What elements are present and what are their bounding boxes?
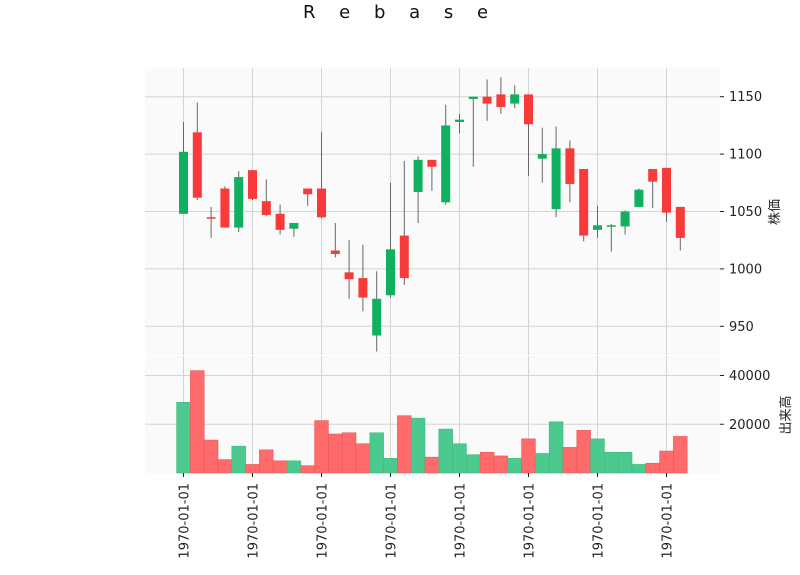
volume-bar xyxy=(604,451,619,474)
volume-bar xyxy=(341,432,357,474)
date-tick-label: 1970-01-01 xyxy=(178,483,193,559)
candle-body xyxy=(675,206,685,238)
date-tick-label: 1970-01-01 xyxy=(592,483,607,559)
volume-bar xyxy=(314,420,329,474)
volume-panel xyxy=(145,356,720,473)
candle-body xyxy=(303,188,313,195)
candle-body xyxy=(524,94,533,125)
candle-body xyxy=(372,298,382,336)
volume-bar xyxy=(659,450,674,474)
candle-body xyxy=(220,188,230,228)
candle-body xyxy=(413,159,423,192)
volume-bar xyxy=(410,417,426,474)
candle-body xyxy=(275,213,285,230)
candle-body xyxy=(399,235,409,279)
candle-body xyxy=(551,148,561,210)
price-tick-label: 950 xyxy=(729,320,754,335)
volume-bar xyxy=(397,415,412,474)
candle-body xyxy=(468,96,478,99)
volume-axis-ticks: 20000 40000 xyxy=(720,369,770,433)
volume-bar xyxy=(231,445,246,474)
volume-bar xyxy=(452,443,467,474)
candle-body xyxy=(192,132,202,198)
price-axis-label: 株価 xyxy=(768,199,783,225)
price-tick-label: 1150 xyxy=(729,90,762,105)
candle-body xyxy=(634,189,644,207)
volume-bar xyxy=(369,432,384,474)
date-tick-label: 1970-01-01 xyxy=(454,483,469,559)
candle-body xyxy=(317,188,326,218)
volume-tick-label: 40000 xyxy=(729,369,770,384)
volume-bar xyxy=(300,465,315,474)
candle-body xyxy=(248,170,257,199)
date-tick-label: 1970-01-01 xyxy=(523,483,538,559)
volume-bar xyxy=(507,458,522,474)
candle-body xyxy=(620,211,630,227)
candle-body xyxy=(510,94,520,104)
candle-body xyxy=(593,225,602,230)
date-tick-label: 1970-01-01 xyxy=(385,483,400,559)
candle-body xyxy=(427,159,437,167)
candle-body xyxy=(179,151,188,214)
volume-bar xyxy=(617,451,633,474)
volume-bar xyxy=(590,438,605,474)
volume-bar xyxy=(355,443,371,474)
candle-body xyxy=(482,96,492,104)
date-tick-label: 1970-01-01 xyxy=(316,483,331,559)
volume-tick-label: 20000 xyxy=(729,418,770,433)
volume-bar xyxy=(217,459,233,474)
candle-body xyxy=(441,125,451,203)
volume-bar xyxy=(631,464,647,474)
candle-body xyxy=(234,177,244,228)
volume-bar xyxy=(383,458,398,474)
candle-body xyxy=(386,249,395,296)
volume-axis-label: 出来高 xyxy=(778,395,794,434)
volume-bar xyxy=(286,460,302,474)
price-tick-label: 1000 xyxy=(729,262,762,277)
candle-body xyxy=(455,119,464,122)
volume-bar xyxy=(438,428,453,474)
volume-bar xyxy=(576,430,591,474)
volume-bar xyxy=(562,447,578,474)
price-axis-ticks: 950 1000 1050 1100 1150 xyxy=(720,90,762,335)
volume-bar xyxy=(521,438,536,474)
candle-body xyxy=(537,154,547,159)
volume-bars xyxy=(176,370,688,474)
volume-bar xyxy=(245,464,260,474)
volume-bar xyxy=(190,370,205,474)
candle-body xyxy=(289,222,299,229)
volume-bar xyxy=(272,460,288,474)
volume-bar xyxy=(259,449,274,474)
candle-body xyxy=(579,169,589,236)
candle-body xyxy=(648,169,658,182)
volume-bar xyxy=(203,439,219,474)
date-tick-label: 1970-01-01 xyxy=(661,483,676,559)
candle-body xyxy=(662,167,671,213)
date-tick-label: 1970-01-01 xyxy=(247,483,262,559)
candle-body xyxy=(358,278,368,298)
candlesticks xyxy=(179,77,685,352)
price-tick-label: 1050 xyxy=(729,205,762,220)
volume-bar xyxy=(673,436,688,474)
volume-bar xyxy=(424,456,440,474)
candle-body xyxy=(496,94,506,108)
date-axis-ticks: 1970-01-01 1970-01-01 1970-01-01 1970-01-01… xyxy=(178,473,676,559)
volume-bar xyxy=(548,421,564,474)
volume-bar xyxy=(466,454,481,474)
chart-title: R e b a s e xyxy=(303,2,497,23)
volume-bar xyxy=(493,455,509,474)
volume-bar xyxy=(535,453,550,474)
volume-bar xyxy=(645,462,660,474)
volume-bar xyxy=(176,402,191,474)
candle-body xyxy=(606,225,616,227)
candle-body xyxy=(206,217,216,219)
candle-body xyxy=(261,201,271,215)
candle-body xyxy=(330,250,340,254)
volume-bar xyxy=(479,451,495,474)
price-tick-label: 1100 xyxy=(729,148,762,163)
candle-body xyxy=(344,272,354,280)
candle-body xyxy=(565,148,575,184)
volume-bar xyxy=(328,433,343,474)
